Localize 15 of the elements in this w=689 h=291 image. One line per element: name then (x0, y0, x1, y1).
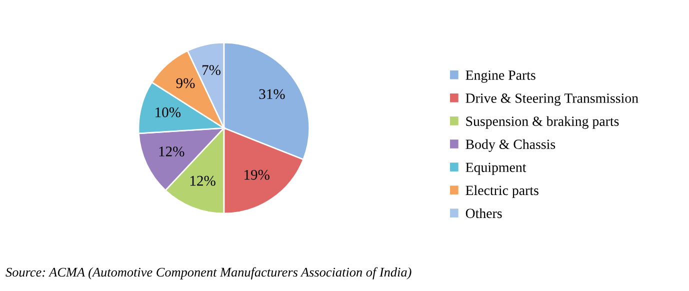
data-label: 31% (259, 89, 285, 100)
legend-label: Others (466, 208, 502, 218)
legend-label: Equipment (466, 162, 526, 175)
data-label: 19% (244, 170, 270, 180)
legend-label: Suspension & braking parts (466, 116, 619, 129)
data-label: 10% (156, 107, 181, 118)
legend-label: Body & Chassis (466, 139, 556, 152)
source-note: Source: ACMA (Automotive Component Manufacturers Association of India) (6, 267, 412, 280)
data-label: 12% (159, 146, 184, 156)
legend-label: Engine Parts (466, 70, 536, 83)
data-label: 12% (190, 176, 216, 186)
legend-label: Drive & Steering Transmission (466, 94, 638, 106)
data-label: 7% (202, 65, 220, 76)
legend-label: Electric parts (466, 185, 538, 198)
data-label: 9% (176, 78, 195, 88)
